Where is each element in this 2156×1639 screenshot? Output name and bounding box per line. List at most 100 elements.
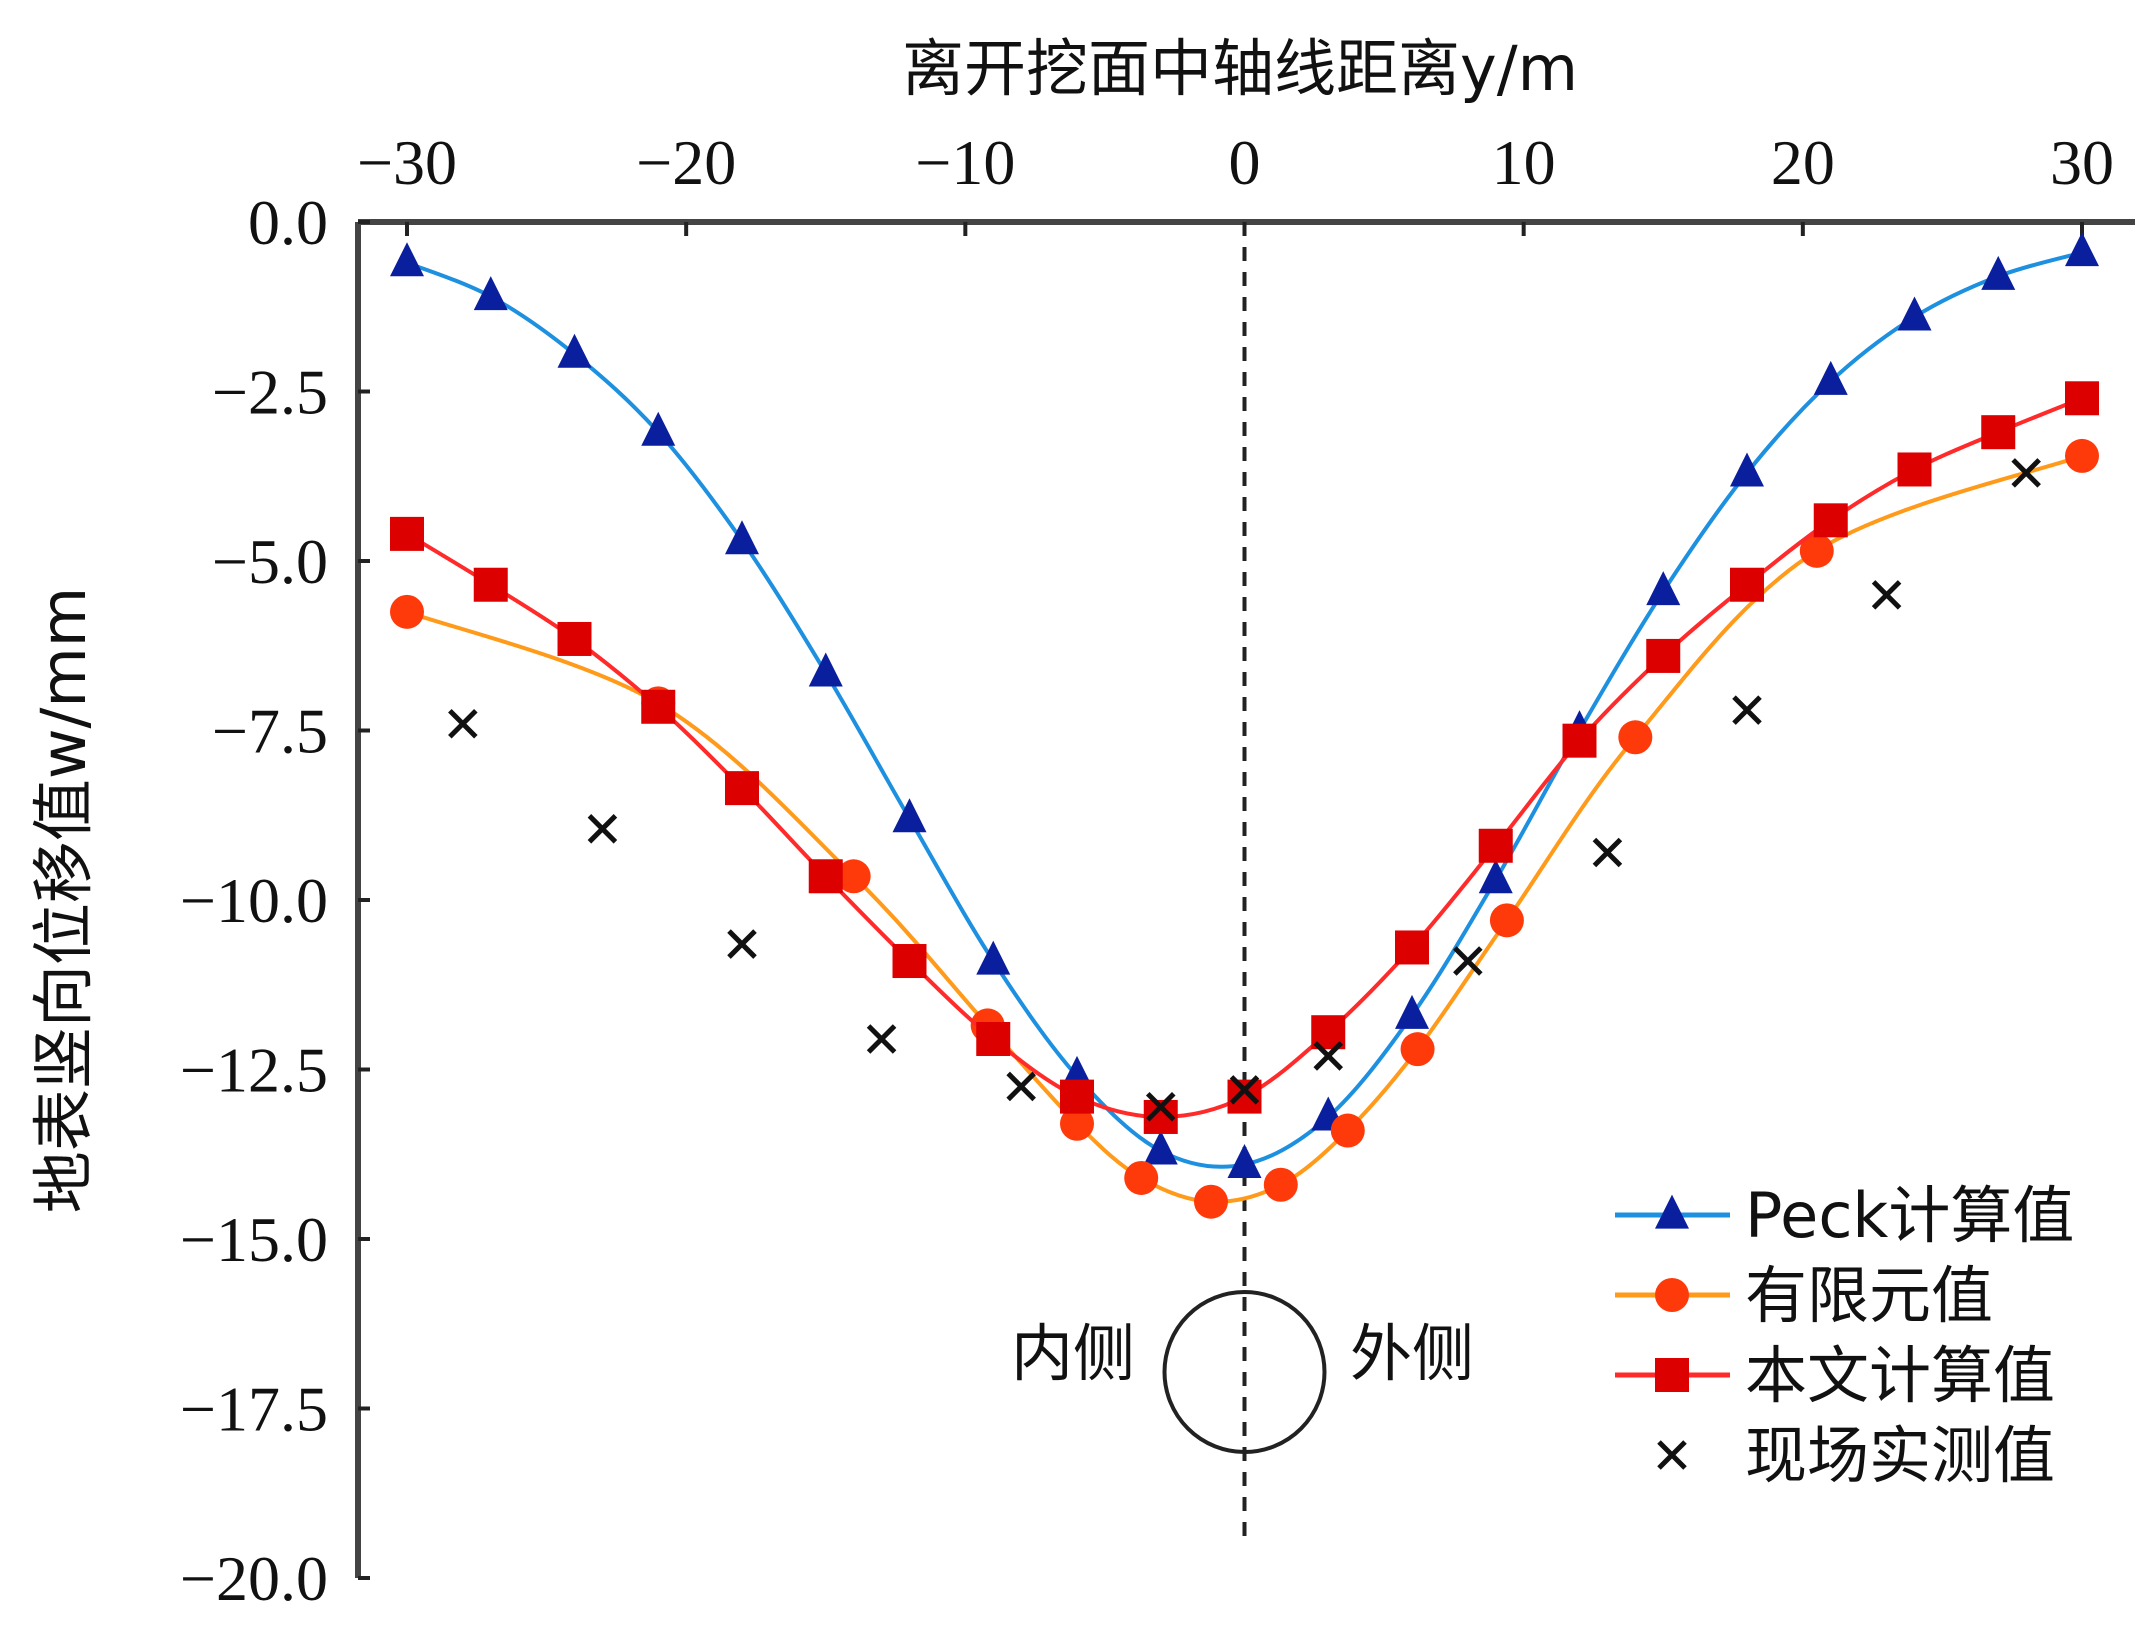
x-axis-title: 离开挖面中轴线距离y/m: [902, 32, 1578, 105]
data-point: [473, 276, 508, 311]
data-point: [1400, 1032, 1435, 1067]
data-point: [473, 567, 508, 602]
reference-line-group: [1162, 222, 1327, 1545]
data-point: [1330, 1113, 1365, 1148]
data-point: [2065, 381, 2099, 416]
data-point: [1489, 903, 1524, 938]
data-point: [1145, 1092, 1176, 1122]
data-point: [1263, 1167, 1298, 1202]
data-point: [808, 652, 843, 687]
data-point: [1227, 1144, 1262, 1179]
x-tick-label: −30: [357, 127, 457, 198]
data-point: [727, 929, 757, 959]
annotation-inner-side: 内侧: [1011, 1317, 1135, 1390]
data-point: [1730, 452, 1764, 487]
data-point: [1813, 360, 1848, 395]
legend-label: Peck计算值: [1745, 1179, 2074, 1252]
y-tick-label: −5.0: [212, 526, 328, 597]
x-tick-label: −10: [915, 127, 1015, 198]
y-tick-label: −10.0: [180, 865, 328, 936]
x-tick-label: 0: [1229, 127, 1261, 198]
series-3: [448, 458, 2041, 1122]
y-tick-label: −12.5: [180, 1035, 328, 1106]
x-tick-label: −20: [636, 127, 736, 198]
legend-label: 本文计算值: [1745, 1339, 2055, 1412]
series-line: [406, 454, 2083, 1204]
data-point: [1646, 571, 1681, 606]
data-point: [836, 859, 871, 894]
data-point: [892, 944, 927, 979]
data-point: [1562, 723, 1597, 758]
legend-item: 有限元值: [1615, 1259, 1993, 1332]
data-point: [448, 708, 478, 739]
data-point: [1143, 1130, 1178, 1165]
data-point: [892, 798, 927, 833]
data-point: [1478, 859, 1513, 894]
y-tick-label: −20.0: [180, 1543, 328, 1614]
x-tick-label: 30: [2050, 127, 2114, 198]
data-point: [1227, 1079, 1262, 1114]
data-point: [1395, 994, 1429, 1029]
tick-labels: −30 −20 −10 0 10 20 30 0.0 −2.5 −5.0 −7.5 −10.0 −12.…: [180, 127, 2114, 1614]
data-point: [725, 520, 759, 555]
data-point: [1060, 1106, 1094, 1141]
tunnel-circle-icon: [1162, 1290, 1327, 1454]
data-point: [1799, 533, 1834, 568]
legend-marker: [1657, 1440, 1687, 1470]
series-2: [390, 381, 2099, 1134]
x-tick-label: 20: [1771, 127, 1835, 198]
data-point: [1124, 1160, 1159, 1195]
data-point: [587, 814, 618, 844]
legend-item: Peck计算值: [1615, 1179, 2074, 1252]
data-point: [557, 333, 592, 368]
data-point: [1897, 452, 1932, 487]
y-tick-label: 0.0: [248, 187, 328, 258]
data-point: [641, 689, 676, 724]
data-point: [866, 1024, 897, 1054]
data-point: [390, 594, 424, 629]
data-point: [1194, 1184, 1228, 1219]
data-point: [557, 621, 592, 656]
data-point: [1813, 503, 1848, 538]
y-tick-label: −2.5: [212, 357, 328, 428]
data-point: [1453, 946, 1483, 976]
data-point: [1646, 638, 1681, 673]
y-axis-title: 地表竖向位移值w/mm: [27, 587, 100, 1213]
x-tick-label: 10: [1492, 127, 1556, 198]
y-tick-label: −17.5: [180, 1374, 328, 1445]
data-point: [390, 516, 424, 551]
data-point: [1592, 837, 1623, 868]
series-group: [390, 232, 2099, 1219]
data-point: [1006, 1071, 1036, 1102]
annotation-outer-side: 外侧: [1350, 1317, 1474, 1390]
legend-marker: [1655, 1278, 1689, 1312]
data-point: [1897, 296, 1932, 331]
legend-item: 本文计算值: [1615, 1339, 2055, 1412]
data-point: [1732, 695, 1762, 725]
data-point: [1313, 1041, 1344, 1071]
data-point: [976, 1021, 1011, 1056]
data-point: [390, 242, 424, 277]
legend-marker: [1655, 1194, 1689, 1229]
data-point: [1395, 930, 1429, 965]
data-point: [976, 940, 1011, 975]
data-point: [1871, 580, 1902, 610]
data-point: [641, 411, 676, 446]
data-point: [1478, 828, 1513, 863]
y-tick-label: −7.5: [212, 696, 328, 767]
legend-marker: [1655, 1358, 1689, 1392]
y-tick-label: −15.0: [180, 1204, 328, 1275]
data-point: [1730, 567, 1764, 602]
annotations: 内侧 外侧: [1011, 1317, 1474, 1390]
data-point: [1229, 1075, 1260, 1105]
data-point: [725, 771, 759, 806]
legend-item: 现场实测值: [1657, 1419, 2055, 1492]
data-point: [2065, 438, 2099, 473]
data-point: [1981, 255, 2016, 290]
data-point: [808, 859, 843, 894]
data-point: [2065, 232, 2099, 267]
data-point: [1060, 1079, 1094, 1114]
data-point: [2011, 458, 2041, 488]
